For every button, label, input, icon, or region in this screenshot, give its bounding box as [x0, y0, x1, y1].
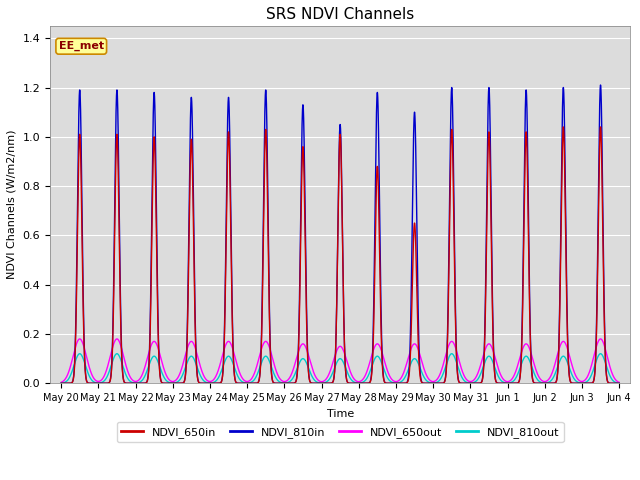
Text: EE_met: EE_met	[59, 41, 104, 51]
Y-axis label: NDVI Channels (W/m2/nm): NDVI Channels (W/m2/nm)	[7, 130, 17, 279]
X-axis label: Time: Time	[326, 408, 354, 419]
Title: SRS NDVI Channels: SRS NDVI Channels	[266, 7, 414, 22]
Legend: NDVI_650in, NDVI_810in, NDVI_650out, NDVI_810out: NDVI_650in, NDVI_810in, NDVI_650out, NDV…	[116, 422, 564, 442]
